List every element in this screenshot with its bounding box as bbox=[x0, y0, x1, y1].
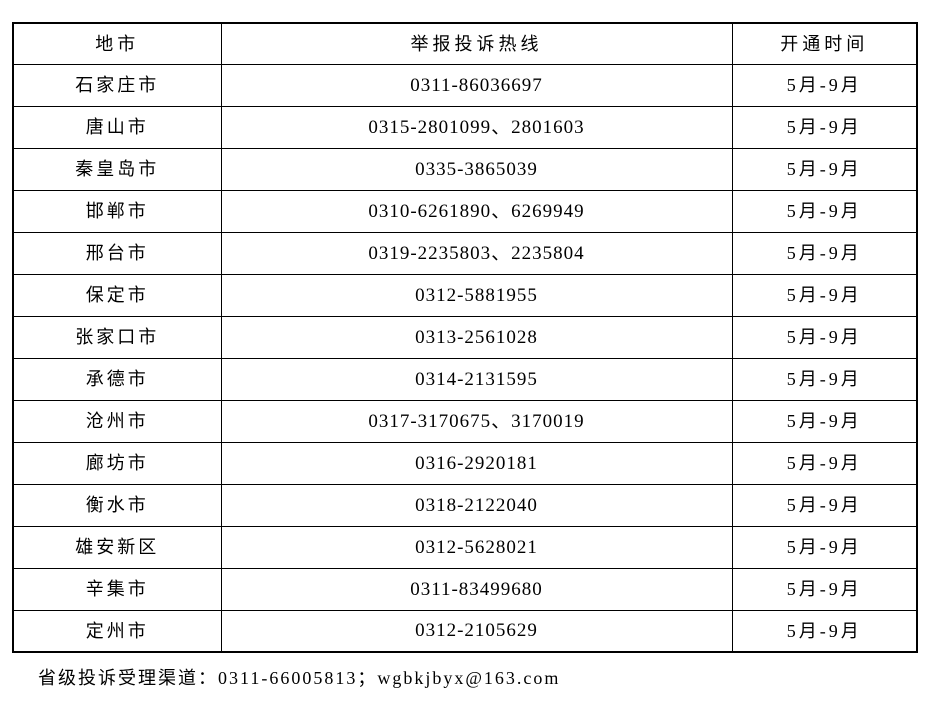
period-cell: 5月-9月 bbox=[731, 63, 918, 107]
table-row: 邯郸市 0310-6261890、6269949 5月-9月 bbox=[12, 189, 918, 233]
table-row: 沧州市 0317-3170675、3170019 5月-9月 bbox=[12, 399, 918, 443]
hotline-cell: 0312-5628021 bbox=[220, 525, 733, 569]
table-row: 秦皇岛市 0335-3865039 5月-9月 bbox=[12, 147, 918, 191]
period-cell: 5月-9月 bbox=[731, 441, 918, 485]
hotline-cell: 0318-2122040 bbox=[220, 483, 733, 527]
hotline-cell: 0311-86036697 bbox=[220, 63, 733, 107]
city-cell: 唐山市 bbox=[12, 105, 222, 149]
period-cell: 5月-9月 bbox=[731, 609, 918, 653]
city-cell: 张家口市 bbox=[12, 315, 222, 359]
city-cell: 辛集市 bbox=[12, 567, 222, 611]
period-cell: 5月-9月 bbox=[731, 231, 918, 275]
period-cell: 5月-9月 bbox=[731, 273, 918, 317]
city-cell: 石家庄市 bbox=[12, 63, 222, 107]
period-cell: 5月-9月 bbox=[731, 147, 918, 191]
city-cell: 承德市 bbox=[12, 357, 222, 401]
table-row: 承德市 0314-2131595 5月-9月 bbox=[12, 357, 918, 401]
period-cell: 5月-9月 bbox=[731, 525, 918, 569]
table-row: 保定市 0312-5881955 5月-9月 bbox=[12, 273, 918, 317]
period-cell: 5月-9月 bbox=[731, 105, 918, 149]
table-row: 衡水市 0318-2122040 5月-9月 bbox=[12, 483, 918, 527]
provincial-contact-note: 省级投诉受理渠道：0311-66005813；wgbkjbyx@163.com bbox=[38, 668, 561, 688]
hotline-cell: 0312-2105629 bbox=[220, 609, 733, 653]
table-body: 石家庄市 0311-86036697 5月-9月 唐山市 0315-2801099、28… bbox=[12, 63, 918, 653]
column-header-city: 地市 bbox=[12, 22, 222, 65]
city-cell: 雄安新区 bbox=[12, 525, 222, 569]
period-cell: 5月-9月 bbox=[731, 315, 918, 359]
city-cell: 定州市 bbox=[12, 609, 222, 653]
city-cell: 衡水市 bbox=[12, 483, 222, 527]
city-cell: 沧州市 bbox=[12, 399, 222, 443]
city-cell: 廊坊市 bbox=[12, 441, 222, 485]
table-row: 辛集市 0311-83499680 5月-9月 bbox=[12, 567, 918, 611]
city-cell: 秦皇岛市 bbox=[12, 147, 222, 191]
table-row: 雄安新区 0312-5628021 5月-9月 bbox=[12, 525, 918, 569]
table-row: 邢台市 0319-2235803、2235804 5月-9月 bbox=[12, 231, 918, 275]
document-page: 地市 举报投诉热线 开通时间 石家庄市 0311-86036697 5月-9月 唐山市… bbox=[0, 22, 931, 720]
hotline-cell: 0313-2561028 bbox=[220, 315, 733, 359]
hotline-cell: 0319-2235803、2235804 bbox=[220, 231, 733, 275]
table-row: 张家口市 0313-2561028 5月-9月 bbox=[12, 315, 918, 359]
city-cell: 邢台市 bbox=[12, 231, 222, 275]
table-row: 廊坊市 0316-2920181 5月-9月 bbox=[12, 441, 918, 485]
hotline-cell: 0335-3865039 bbox=[220, 147, 733, 191]
table-row: 定州市 0312-2105629 5月-9月 bbox=[12, 609, 918, 653]
hotline-cell: 0317-3170675、3170019 bbox=[220, 399, 733, 443]
hotline-table: 地市 举报投诉热线 开通时间 石家庄市 0311-86036697 5月-9月 唐山市… bbox=[12, 22, 918, 653]
city-cell: 保定市 bbox=[12, 273, 222, 317]
column-header-hotline: 举报投诉热线 bbox=[220, 22, 733, 65]
period-cell: 5月-9月 bbox=[731, 357, 918, 401]
hotline-cell: 0312-5881955 bbox=[220, 273, 733, 317]
city-cell: 邯郸市 bbox=[12, 189, 222, 233]
table-row: 石家庄市 0311-86036697 5月-9月 bbox=[12, 63, 918, 107]
hotline-cell: 0311-83499680 bbox=[220, 567, 733, 611]
period-cell: 5月-9月 bbox=[731, 567, 918, 611]
table-row: 唐山市 0315-2801099、2801603 5月-9月 bbox=[12, 105, 918, 149]
period-cell: 5月-9月 bbox=[731, 189, 918, 233]
period-cell: 5月-9月 bbox=[731, 399, 918, 443]
column-header-period: 开通时间 bbox=[731, 22, 918, 65]
period-cell: 5月-9月 bbox=[731, 483, 918, 527]
hotline-cell: 0310-6261890、6269949 bbox=[220, 189, 733, 233]
hotline-cell: 0314-2131595 bbox=[220, 357, 733, 401]
hotline-cell: 0316-2920181 bbox=[220, 441, 733, 485]
hotline-cell: 0315-2801099、2801603 bbox=[220, 105, 733, 149]
header-row: 地市 举报投诉热线 开通时间 bbox=[12, 22, 918, 65]
